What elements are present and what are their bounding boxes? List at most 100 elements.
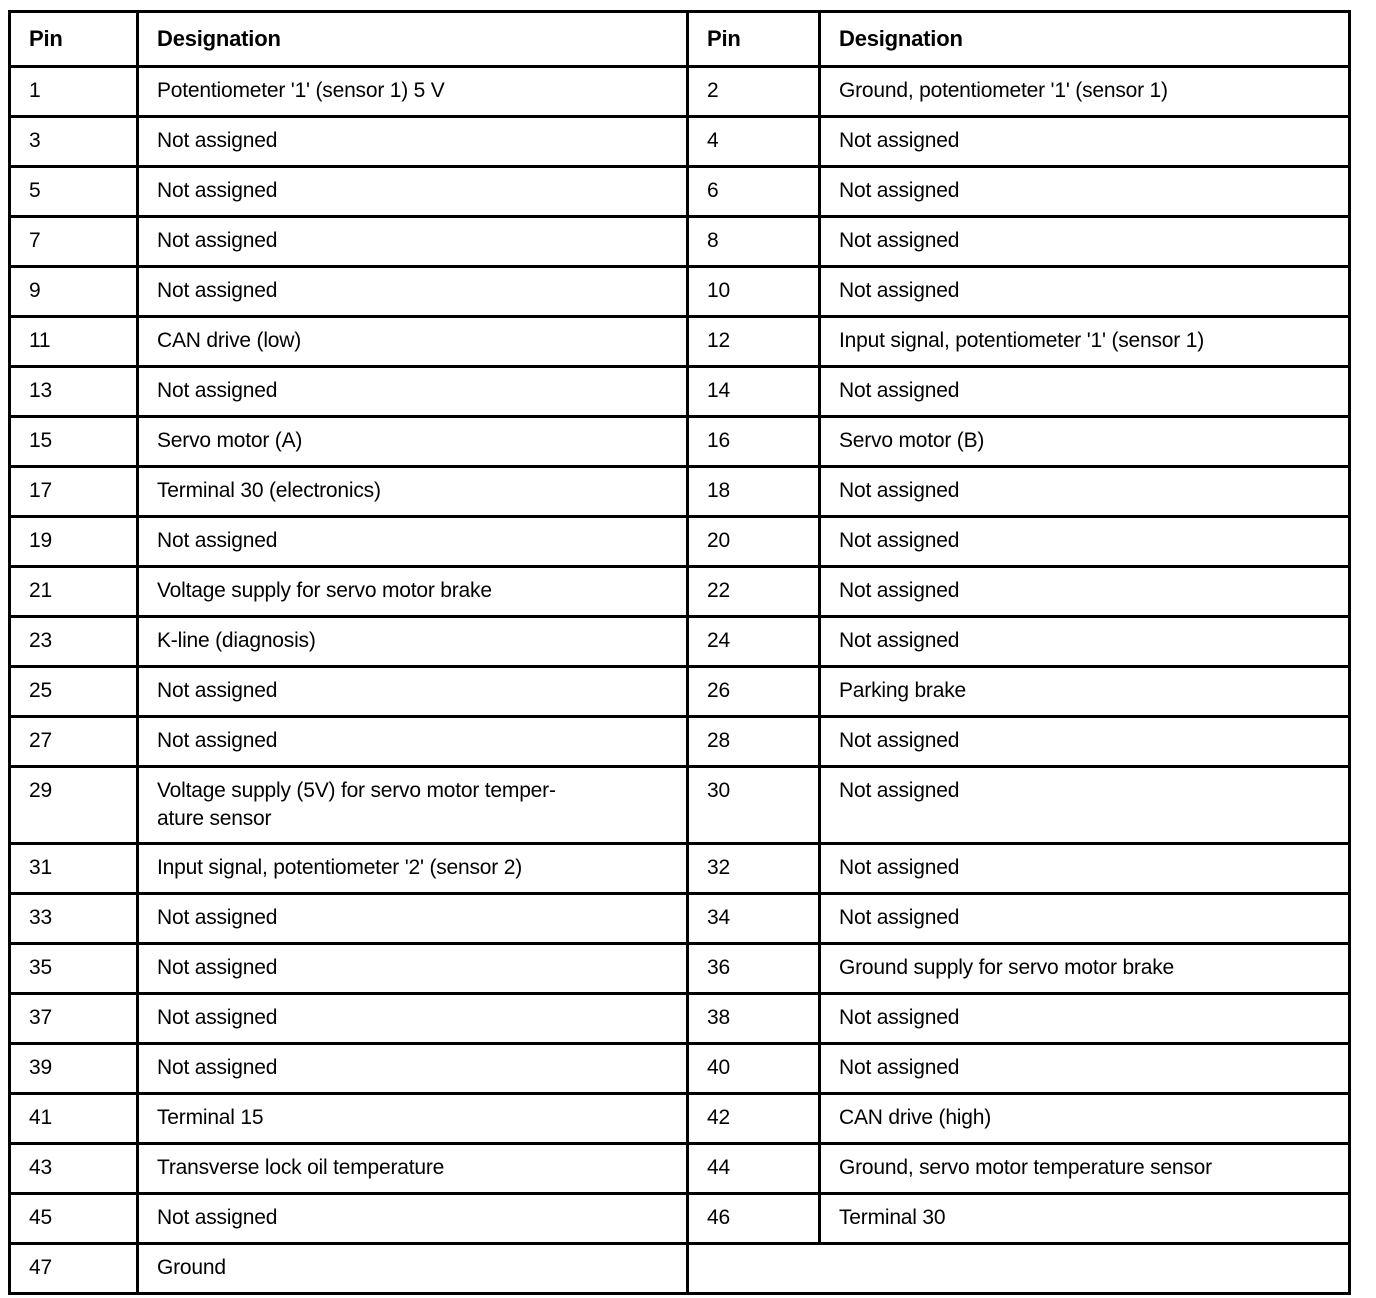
pin-cell: 34: [686, 892, 821, 945]
pin-cell: 33: [8, 892, 139, 945]
designation-cell: Ground, potentiometer '1' (sensor 1): [818, 65, 1351, 118]
pin-cell: 2: [686, 65, 821, 118]
table-row: 43 Transverse lock oil temperature 44 Groun…: [8, 1142, 1351, 1195]
designation-cell: Not assigned: [136, 1192, 689, 1245]
designation-cell: Potentiometer '1' (sensor 1) 5 V: [136, 65, 689, 118]
pin-cell: 37: [8, 992, 139, 1045]
pin-cell: 30: [686, 765, 821, 845]
pin-cell: 32: [686, 842, 821, 895]
pin-cell: 4: [686, 115, 821, 168]
designation-cell: Not assigned: [818, 765, 1351, 845]
designation-cell: Not assigned: [136, 115, 689, 168]
pin-table-body: 1 Potentiometer '1' (sensor 1) 5 V 2 Ground…: [8, 65, 1351, 1295]
pin-cell: 14: [686, 365, 821, 418]
table-row: 33 Not assigned 34 Not assigned: [8, 892, 1351, 945]
pin-cell: 15: [8, 415, 139, 468]
pin-cell: 43: [8, 1142, 139, 1195]
pin-cell: 23: [8, 615, 139, 668]
designation-cell: Input signal, potentiometer '2' (sensor …: [136, 842, 689, 895]
designation-cell: Voltage supply (5V) for servo motor temp…: [136, 765, 689, 845]
designation-cell: Not assigned: [818, 365, 1351, 418]
designation-cell: Not assigned: [136, 942, 689, 995]
designation-cell: Terminal 15: [136, 1092, 689, 1145]
table-row: 5 Not assigned 6 Not assigned: [8, 165, 1351, 218]
designation-cell: Not assigned: [818, 465, 1351, 518]
pin-cell: 38: [686, 992, 821, 1045]
pin-cell: 6: [686, 165, 821, 218]
designation-cell: Terminal 30 (electronics): [136, 465, 689, 518]
empty-cell: [686, 1242, 1351, 1295]
pin-cell: 21: [8, 565, 139, 618]
pin-cell: 39: [8, 1042, 139, 1095]
pin-cell: 16: [686, 415, 821, 468]
table-row: 9 Not assigned 10 Not assigned: [8, 265, 1351, 318]
designation-cell: Not assigned: [136, 892, 689, 945]
pin-cell: 41: [8, 1092, 139, 1145]
table-row: 31 Input signal, potentiometer '2' (senso…: [8, 842, 1351, 895]
pin-cell: 47: [8, 1242, 139, 1295]
pin-cell: 31: [8, 842, 139, 895]
pin-cell: 27: [8, 715, 139, 768]
table-row: 23 K-line (diagnosis) 24 Not assigned: [8, 615, 1351, 668]
designation-cell: CAN drive (low): [136, 315, 689, 368]
designation-cell: Not assigned: [818, 1042, 1351, 1095]
pin-cell: 25: [8, 665, 139, 718]
pin-cell: 8: [686, 215, 821, 268]
pin-cell: 36: [686, 942, 821, 995]
table-row: 45 Not assigned 46 Terminal 30: [8, 1192, 1351, 1245]
designation-cell: Not assigned: [136, 665, 689, 718]
pin-cell: 11: [8, 315, 139, 368]
pin-cell: 9: [8, 265, 139, 318]
table-row: 21 Voltage supply for servo motor brake 22…: [8, 565, 1351, 618]
pin-cell: 40: [686, 1042, 821, 1095]
pin-assignment-table: Pin Designation Pin Designation 1 Potenti…: [8, 10, 1351, 1295]
designation-cell: Not assigned: [818, 165, 1351, 218]
designation-cell: K-line (diagnosis): [136, 615, 689, 668]
designation-cell: Not assigned: [818, 892, 1351, 945]
header-pin-left: Pin: [8, 10, 139, 68]
table-row: 7 Not assigned 8 Not assigned: [8, 215, 1351, 268]
table-row: 47 Ground: [8, 1242, 1351, 1295]
designation-cell: Servo motor (B): [818, 415, 1351, 468]
pin-cell: 12: [686, 315, 821, 368]
designation-cell: Parking brake: [818, 665, 1351, 718]
designation-cell: Ground, servo motor temperature sensor: [818, 1142, 1351, 1195]
pin-cell: 45: [8, 1192, 139, 1245]
pin-cell: 5: [8, 165, 139, 218]
pin-cell: 24: [686, 615, 821, 668]
table-row: 3 Not assigned 4 Not assigned: [8, 115, 1351, 168]
table-row: 17 Terminal 30 (electronics) 18 Not assigne…: [8, 465, 1351, 518]
designation-cell: Not assigned: [136, 215, 689, 268]
pin-cell: 22: [686, 565, 821, 618]
designation-cell: Input signal, potentiometer '1' (sensor …: [818, 315, 1351, 368]
designation-cell: Ground supply for servo motor brake: [818, 942, 1351, 995]
pin-cell: 7: [8, 215, 139, 268]
designation-cell: Not assigned: [818, 115, 1351, 168]
table-row: 11 CAN drive (low) 12 Input signal, potenti…: [8, 315, 1351, 368]
header-designation-right: Designation: [818, 10, 1351, 68]
pin-cell: 18: [686, 465, 821, 518]
designation-cell: Not assigned: [818, 992, 1351, 1045]
designation-cell: Servo motor (A): [136, 415, 689, 468]
table-row: 13 Not assigned 14 Not assigned: [8, 365, 1351, 418]
table-row: 19 Not assigned 20 Not assigned: [8, 515, 1351, 568]
designation-cell: Not assigned: [818, 215, 1351, 268]
pin-cell: 44: [686, 1142, 821, 1195]
designation-cell: Ground: [136, 1242, 689, 1295]
pin-cell: 3: [8, 115, 139, 168]
pin-cell: 17: [8, 465, 139, 518]
designation-cell: Not assigned: [136, 1042, 689, 1095]
designation-cell: Not assigned: [818, 565, 1351, 618]
designation-cell: Terminal 30: [818, 1192, 1351, 1245]
designation-cell: Not assigned: [136, 165, 689, 218]
table-row: 25 Not assigned 26 Parking brake: [8, 665, 1351, 718]
designation-cell: Not assigned: [136, 992, 689, 1045]
designation-cell: Not assigned: [818, 615, 1351, 668]
pin-cell: 1: [8, 65, 139, 118]
table-row: 39 Not assigned 40 Not assigned: [8, 1042, 1351, 1095]
table-row: 29 Voltage supply (5V) for servo motor te…: [8, 765, 1351, 845]
pin-cell: 42: [686, 1092, 821, 1145]
table-row: 35 Not assigned 36 Ground supply for servo …: [8, 942, 1351, 995]
pin-cell: 28: [686, 715, 821, 768]
designation-cell: Not assigned: [818, 515, 1351, 568]
